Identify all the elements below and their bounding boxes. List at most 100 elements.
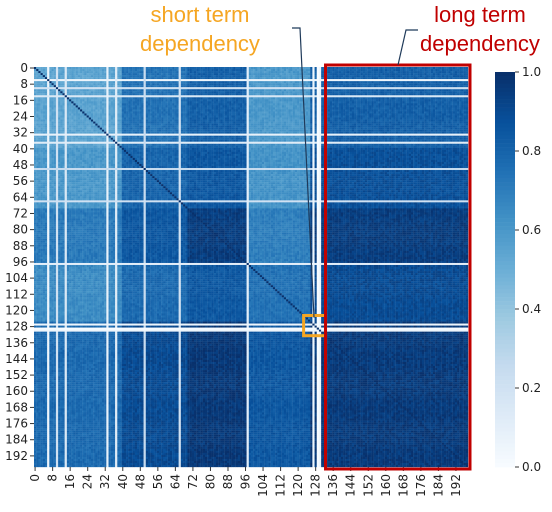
heatmap-cell	[207, 83, 209, 85]
heatmap-cell	[128, 83, 130, 85]
heatmap-cell	[328, 85, 330, 87]
heatmap-cell	[89, 81, 91, 83]
heatmap-cell	[413, 85, 415, 87]
heatmap-cell	[163, 81, 165, 83]
heatmap-cell	[293, 75, 295, 77]
heatmap-cell	[459, 91, 461, 93]
heatmap-cell	[84, 91, 86, 93]
heatmap-cell	[146, 79, 148, 81]
heatmap-cell	[411, 69, 413, 71]
heatmap-cell	[356, 83, 358, 85]
heatmap-cell	[400, 89, 402, 91]
heatmap-cell	[124, 75, 126, 77]
heatmap-cell	[111, 83, 113, 85]
heatmap-cell	[87, 91, 89, 93]
heatmap-cell	[393, 87, 395, 89]
heatmap-cell	[100, 71, 102, 73]
heatmap-cell	[457, 87, 459, 89]
heatmap-cell	[168, 93, 170, 95]
heatmap-cell	[58, 75, 60, 77]
heatmap-cell	[330, 83, 332, 85]
heatmap-cell	[426, 81, 428, 83]
heatmap-cell	[139, 79, 141, 81]
heatmap-cell	[288, 69, 290, 71]
heatmap-cell	[383, 83, 385, 85]
heatmap-cell	[52, 81, 54, 83]
heatmap-cell	[91, 85, 93, 87]
heatmap-cell	[266, 87, 268, 89]
heatmap-cell	[409, 71, 411, 73]
heatmap-cell	[60, 79, 62, 81]
heatmap-cell	[264, 81, 266, 83]
heatmap-cell	[60, 77, 62, 79]
heatmap-cell	[347, 89, 349, 91]
heatmap-cell	[378, 93, 380, 95]
heatmap-cell	[82, 81, 84, 83]
heatmap-cell	[343, 71, 345, 73]
heatmap-cell	[122, 89, 124, 91]
heatmap-cell	[418, 73, 420, 75]
heatmap-cell	[448, 83, 450, 85]
heatmap-cell	[450, 87, 452, 89]
heatmap-cell	[231, 93, 233, 95]
heatmap-cell	[150, 85, 152, 87]
heatmap-cell	[148, 77, 150, 79]
heatmap-cell	[65, 69, 67, 71]
heatmap-cell	[56, 85, 58, 87]
heatmap-cell	[391, 89, 393, 91]
heatmap-cell	[196, 73, 198, 75]
heatmap-cell	[290, 75, 292, 77]
heatmap-cell	[367, 69, 369, 71]
heatmap-cell	[216, 79, 218, 81]
heatmap-cell	[393, 93, 395, 95]
heatmap-cell	[437, 73, 439, 75]
heatmap-cell	[459, 69, 461, 71]
heatmap-cell	[435, 81, 437, 83]
heatmap-cell	[229, 79, 231, 81]
heatmap-cell	[411, 67, 413, 69]
heatmap-cell	[209, 73, 211, 75]
heatmap-cell	[308, 85, 310, 87]
heatmap-cell	[183, 73, 185, 75]
heatmap-cell	[84, 79, 86, 81]
heatmap-cell	[446, 77, 448, 79]
heatmap-cell	[137, 69, 139, 71]
heatmap-cell	[144, 75, 146, 77]
heatmap-cell	[34, 89, 36, 91]
heatmap-cell	[225, 91, 227, 93]
heatmap-cell	[387, 91, 389, 93]
heatmap-cell	[91, 73, 93, 75]
heatmap-cell	[203, 85, 205, 87]
heatmap-cell	[73, 69, 75, 71]
heatmap-cell	[124, 77, 126, 79]
heatmap-cell	[461, 83, 463, 85]
heatmap-cell	[122, 85, 124, 87]
heatmap-cell	[87, 71, 89, 73]
heatmap-cell	[251, 75, 253, 77]
heatmap-cell	[69, 81, 71, 83]
heatmap-cell	[411, 93, 413, 95]
heatmap-cell	[347, 71, 349, 73]
heatmap-cell	[271, 71, 273, 73]
heatmap-cell	[98, 71, 100, 73]
heatmap-cell	[179, 89, 181, 91]
heatmap-cell	[339, 67, 341, 69]
heatmap-cell	[361, 85, 363, 87]
heatmap-cell	[34, 83, 36, 85]
heatmap-cell	[209, 93, 211, 95]
heatmap-cell	[122, 83, 124, 85]
heatmap-cell	[104, 81, 106, 83]
heatmap-cell	[87, 93, 89, 95]
heatmap-cell	[286, 69, 288, 71]
heatmap-cell	[93, 67, 95, 69]
heatmap-cell	[286, 75, 288, 77]
heatmap-cell	[350, 91, 352, 93]
heatmap-cell	[457, 71, 459, 73]
heatmap-cell	[347, 93, 349, 95]
heatmap-cell	[238, 77, 240, 79]
heatmap-cell	[369, 91, 371, 93]
heatmap-cell	[343, 89, 345, 91]
heatmap-cell	[229, 85, 231, 87]
heatmap-cell	[47, 67, 49, 69]
heatmap-cell	[73, 91, 75, 93]
